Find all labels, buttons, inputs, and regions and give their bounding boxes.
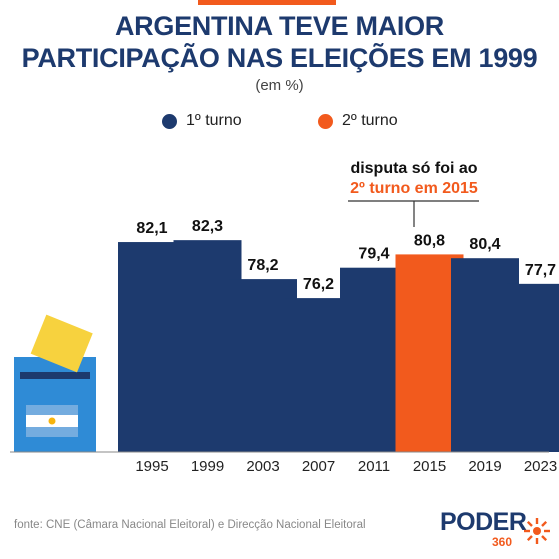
annotation-2015: disputa só foi ao 2º turno em 2015 (348, 160, 479, 227)
x-tick-label-2011: 2011 (358, 458, 390, 475)
value-label-2015: 80,8 (414, 232, 445, 249)
value-label-1999: 82,3 (192, 218, 223, 235)
value-label-2023: 77,7 (525, 262, 556, 279)
poder360-logo: PODER 360 (440, 508, 552, 554)
annotation-line-2: 2º turno em 2015 (350, 180, 478, 197)
chart-title: ARGENTINA TEVE MAIOR PARTICIPAÇÃO NAS EL… (0, 10, 559, 74)
x-tick-label-2023: 2023 (524, 458, 557, 475)
legend-swatch-first-round (162, 113, 177, 129)
value-label-1995: 82,1 (136, 220, 167, 237)
title-line-2: PARTICIPAÇÃO NAS ELEIÇÕES EM 1999 (21, 43, 538, 73)
value-label-2007: 76,2 (303, 276, 334, 293)
x-tick-label-2015: 2015 (413, 458, 446, 475)
ballot-box-illustration (14, 314, 96, 452)
bar-2023 (506, 283, 559, 452)
legend-swatch-second-round (318, 113, 333, 129)
legend-item-second-round: 2º turno (318, 110, 398, 132)
legend-label-first-round: 1º turno (186, 112, 242, 129)
x-tick-label-1999: 1999 (191, 458, 224, 475)
source-note: fonte: CNE (Câmara Nacional Eleitoral) e… (14, 519, 366, 531)
sun-icon (524, 518, 550, 544)
x-tick-label-2003: 2003 (246, 458, 279, 475)
title-line-1: ARGENTINA TEVE MAIOR (114, 11, 444, 41)
value-label-2011: 79,4 (358, 246, 389, 263)
logo-number: 360 (492, 535, 513, 549)
legend-label-second-round: 2º turno (342, 112, 398, 129)
annotation-line-1: disputa só foi ao (350, 160, 477, 177)
legend-item-first-round: 1º turno (162, 110, 242, 132)
x-tick-label-2019: 2019 (468, 458, 501, 475)
top-accent-bar (198, 0, 336, 5)
logo-word: PODER (440, 508, 527, 536)
x-tick-label-2007: 2007 (302, 458, 335, 475)
x-tick-label-1995: 1995 (135, 458, 168, 475)
value-label-2003: 78,2 (247, 257, 278, 274)
bars-group: 82,1 1995 82,3 1999 78,2 2003 76,2 2007 79,4 2011… (118, 218, 559, 475)
chart-subtitle: (em %) (255, 77, 304, 94)
value-label-2019: 80,4 (469, 236, 500, 253)
